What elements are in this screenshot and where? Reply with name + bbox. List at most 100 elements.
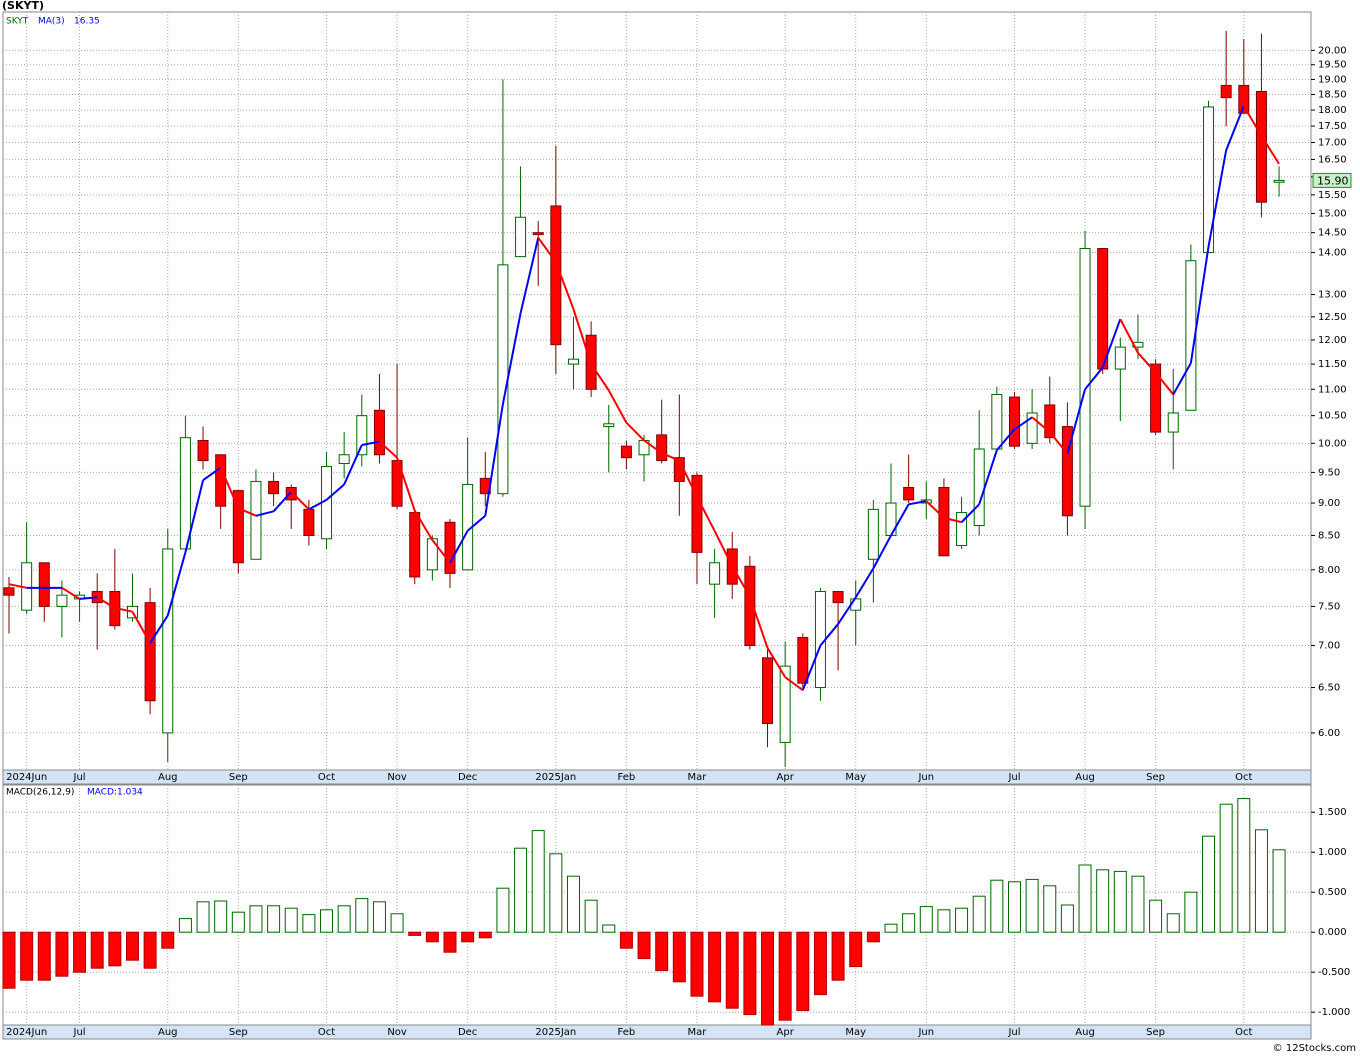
bar	[849, 931, 863, 968]
bar	[178, 918, 192, 933]
candle-body	[285, 487, 297, 501]
ma-line	[643, 439, 663, 454]
candle-body	[867, 508, 879, 560]
bar	[725, 931, 739, 1009]
y-tick-label: 13.00	[1318, 290, 1347, 301]
ma-line	[1119, 318, 1139, 354]
bar	[549, 853, 563, 933]
ma-line	[519, 237, 540, 314]
bar	[1237, 798, 1251, 933]
candle-body	[3, 587, 15, 596]
y-tick-label: 15.50	[1318, 190, 1347, 201]
y-tick-label: 9.50	[1318, 467, 1340, 478]
ma-line	[1013, 416, 1033, 431]
bar	[2, 931, 16, 989]
ma-line	[61, 586, 81, 600]
x-tick-label: May	[845, 1027, 866, 1038]
y-tick-label: 10.50	[1318, 411, 1347, 422]
y-tick-label: 7.50	[1318, 601, 1340, 612]
y-tick-label: 18.00	[1318, 105, 1347, 116]
candle-body	[779, 665, 791, 743]
candle-body	[373, 409, 385, 456]
y-tick-label: 14.50	[1318, 228, 1347, 239]
ma-line	[625, 422, 645, 442]
ma-line	[908, 500, 927, 506]
ma-line	[696, 496, 716, 532]
bar	[1131, 875, 1145, 933]
bar	[1078, 864, 1092, 933]
candle-body	[991, 393, 1003, 450]
bar	[425, 931, 439, 943]
ma-line	[1225, 105, 1245, 151]
bar	[90, 931, 104, 969]
candle-body	[1255, 90, 1267, 203]
x-tick-label: Jul	[1007, 1027, 1020, 1038]
ma-line	[378, 440, 398, 459]
candle-body	[303, 508, 315, 536]
candle-body	[691, 474, 703, 553]
price-panel	[2, 11, 1312, 771]
legend-entry: MA(3)	[38, 17, 65, 27]
y-tick-label: 0.000	[1318, 927, 1347, 938]
x-tick-label: Nov	[387, 1027, 407, 1038]
candle-body	[1114, 346, 1126, 370]
y-tick-label: 6.00	[1318, 728, 1340, 739]
ma-line	[1260, 135, 1280, 165]
ma-line	[290, 491, 310, 511]
ma-line	[960, 503, 980, 523]
bar	[408, 931, 422, 936]
chart-title: (SKYT)	[2, 0, 44, 12]
x-tick-label: Oct	[1235, 1027, 1252, 1038]
y-tick-label: 8.00	[1318, 565, 1340, 576]
ma-line	[1172, 362, 1192, 395]
ma-line	[678, 460, 698, 498]
y-tick-label: 18.50	[1318, 90, 1347, 101]
bar	[743, 931, 757, 1016]
x-tick-label: Jul	[73, 1027, 86, 1038]
bar	[619, 931, 633, 949]
candle-body	[744, 565, 756, 647]
ma-line	[431, 539, 451, 564]
bar	[514, 847, 528, 933]
ma-line	[8, 583, 27, 589]
ma-line	[713, 530, 734, 567]
y-tick-label: 17.50	[1318, 121, 1347, 132]
candle-body	[162, 548, 174, 734]
ma-line	[96, 596, 116, 609]
x-tick-label: Feb	[618, 772, 636, 783]
candle-body	[1026, 412, 1038, 444]
ma-line	[308, 499, 327, 511]
bar	[866, 931, 880, 943]
legend-entry: SKYT	[6, 17, 29, 27]
ma-line	[1066, 389, 1087, 454]
bar	[125, 931, 139, 961]
ma-line	[996, 428, 1016, 451]
ma-line	[978, 449, 998, 505]
ma-line	[237, 507, 257, 517]
candle-body	[1150, 363, 1162, 433]
y-tick-label: 8.50	[1318, 530, 1340, 541]
ma-line	[661, 452, 680, 462]
ma-line	[1101, 318, 1122, 368]
y-tick-label: 19.50	[1318, 60, 1347, 71]
x-tick-label: Sep	[1146, 772, 1165, 783]
y-tick-label: 12.00	[1318, 335, 1347, 346]
x-tick-label: 2025Jan	[535, 1027, 576, 1038]
bar	[284, 907, 298, 933]
ma-line	[166, 552, 187, 616]
ma-line	[748, 596, 769, 649]
x-tick-label: Dec	[458, 772, 477, 783]
y-tick-label: 0.500	[1318, 887, 1347, 898]
ma-line	[1154, 371, 1175, 396]
x-tick-label: Jul	[1007, 772, 1020, 783]
ma-line	[184, 479, 205, 553]
bar	[1060, 904, 1074, 933]
bar	[390, 913, 404, 933]
x-tick-label: Sep	[1146, 1027, 1165, 1038]
y-tick-label: 11.50	[1318, 359, 1347, 370]
ma-line	[925, 500, 945, 519]
candle-body	[56, 594, 68, 607]
bar	[655, 931, 669, 972]
candle-body	[1238, 84, 1250, 114]
candle-body	[232, 490, 244, 564]
